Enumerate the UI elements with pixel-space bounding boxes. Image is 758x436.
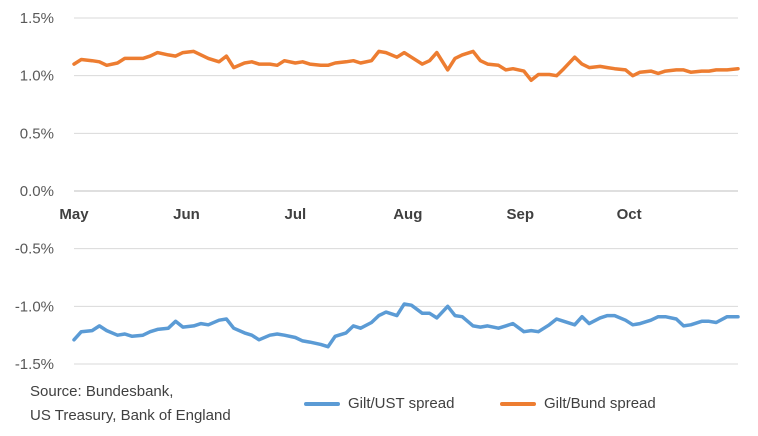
- x-tick-label: Aug: [393, 206, 422, 223]
- y-axis-tick-labels: 1.5% 1.0% 0.5% 0.0% -0.5% -1.0% -1.5%: [15, 10, 54, 373]
- legend-label-gilt-ust: Gilt/UST spread: [348, 395, 455, 412]
- y-tick-label: 0.5%: [20, 125, 54, 142]
- series-lines: [72, 49, 740, 349]
- source-line-2: US Treasury, Bank of England: [30, 407, 231, 424]
- y-tick-label: 0.0%: [20, 183, 54, 200]
- y-tick-label: -1.0%: [15, 298, 54, 315]
- x-tick-label: May: [59, 206, 89, 223]
- series-line-gilt-bund: [72, 49, 740, 83]
- y-tick-label: 1.5%: [20, 10, 54, 27]
- x-tick-label: Sep: [507, 206, 535, 223]
- x-axis-tick-labels: May Jun Jul Aug Sep Oct: [59, 206, 641, 223]
- legend-entry-gilt-ust: Gilt/UST spread: [304, 395, 454, 412]
- y-tick-label: 1.0%: [20, 68, 54, 85]
- x-tick-label: Jul: [284, 206, 306, 223]
- source-line-1: Source: Bundesbank,: [30, 383, 174, 400]
- gridlines: [74, 17, 738, 365]
- y-tick-label: -1.5%: [15, 356, 54, 373]
- legend-entry-gilt-bund: Gilt/Bund spread: [500, 395, 656, 412]
- legend-swatch-gilt-ust: [304, 401, 340, 406]
- series-line-gilt-ust: [72, 302, 740, 349]
- x-tick-label: Oct: [617, 206, 642, 223]
- source-note: Source: Bundesbank, US Treasury, Bank of…: [30, 380, 231, 428]
- y-tick-label: -0.5%: [15, 241, 54, 258]
- legend-swatch-gilt-bund: [500, 401, 536, 406]
- legend-label-gilt-bund: Gilt/Bund spread: [544, 395, 656, 412]
- x-tick-label: Jun: [173, 206, 200, 223]
